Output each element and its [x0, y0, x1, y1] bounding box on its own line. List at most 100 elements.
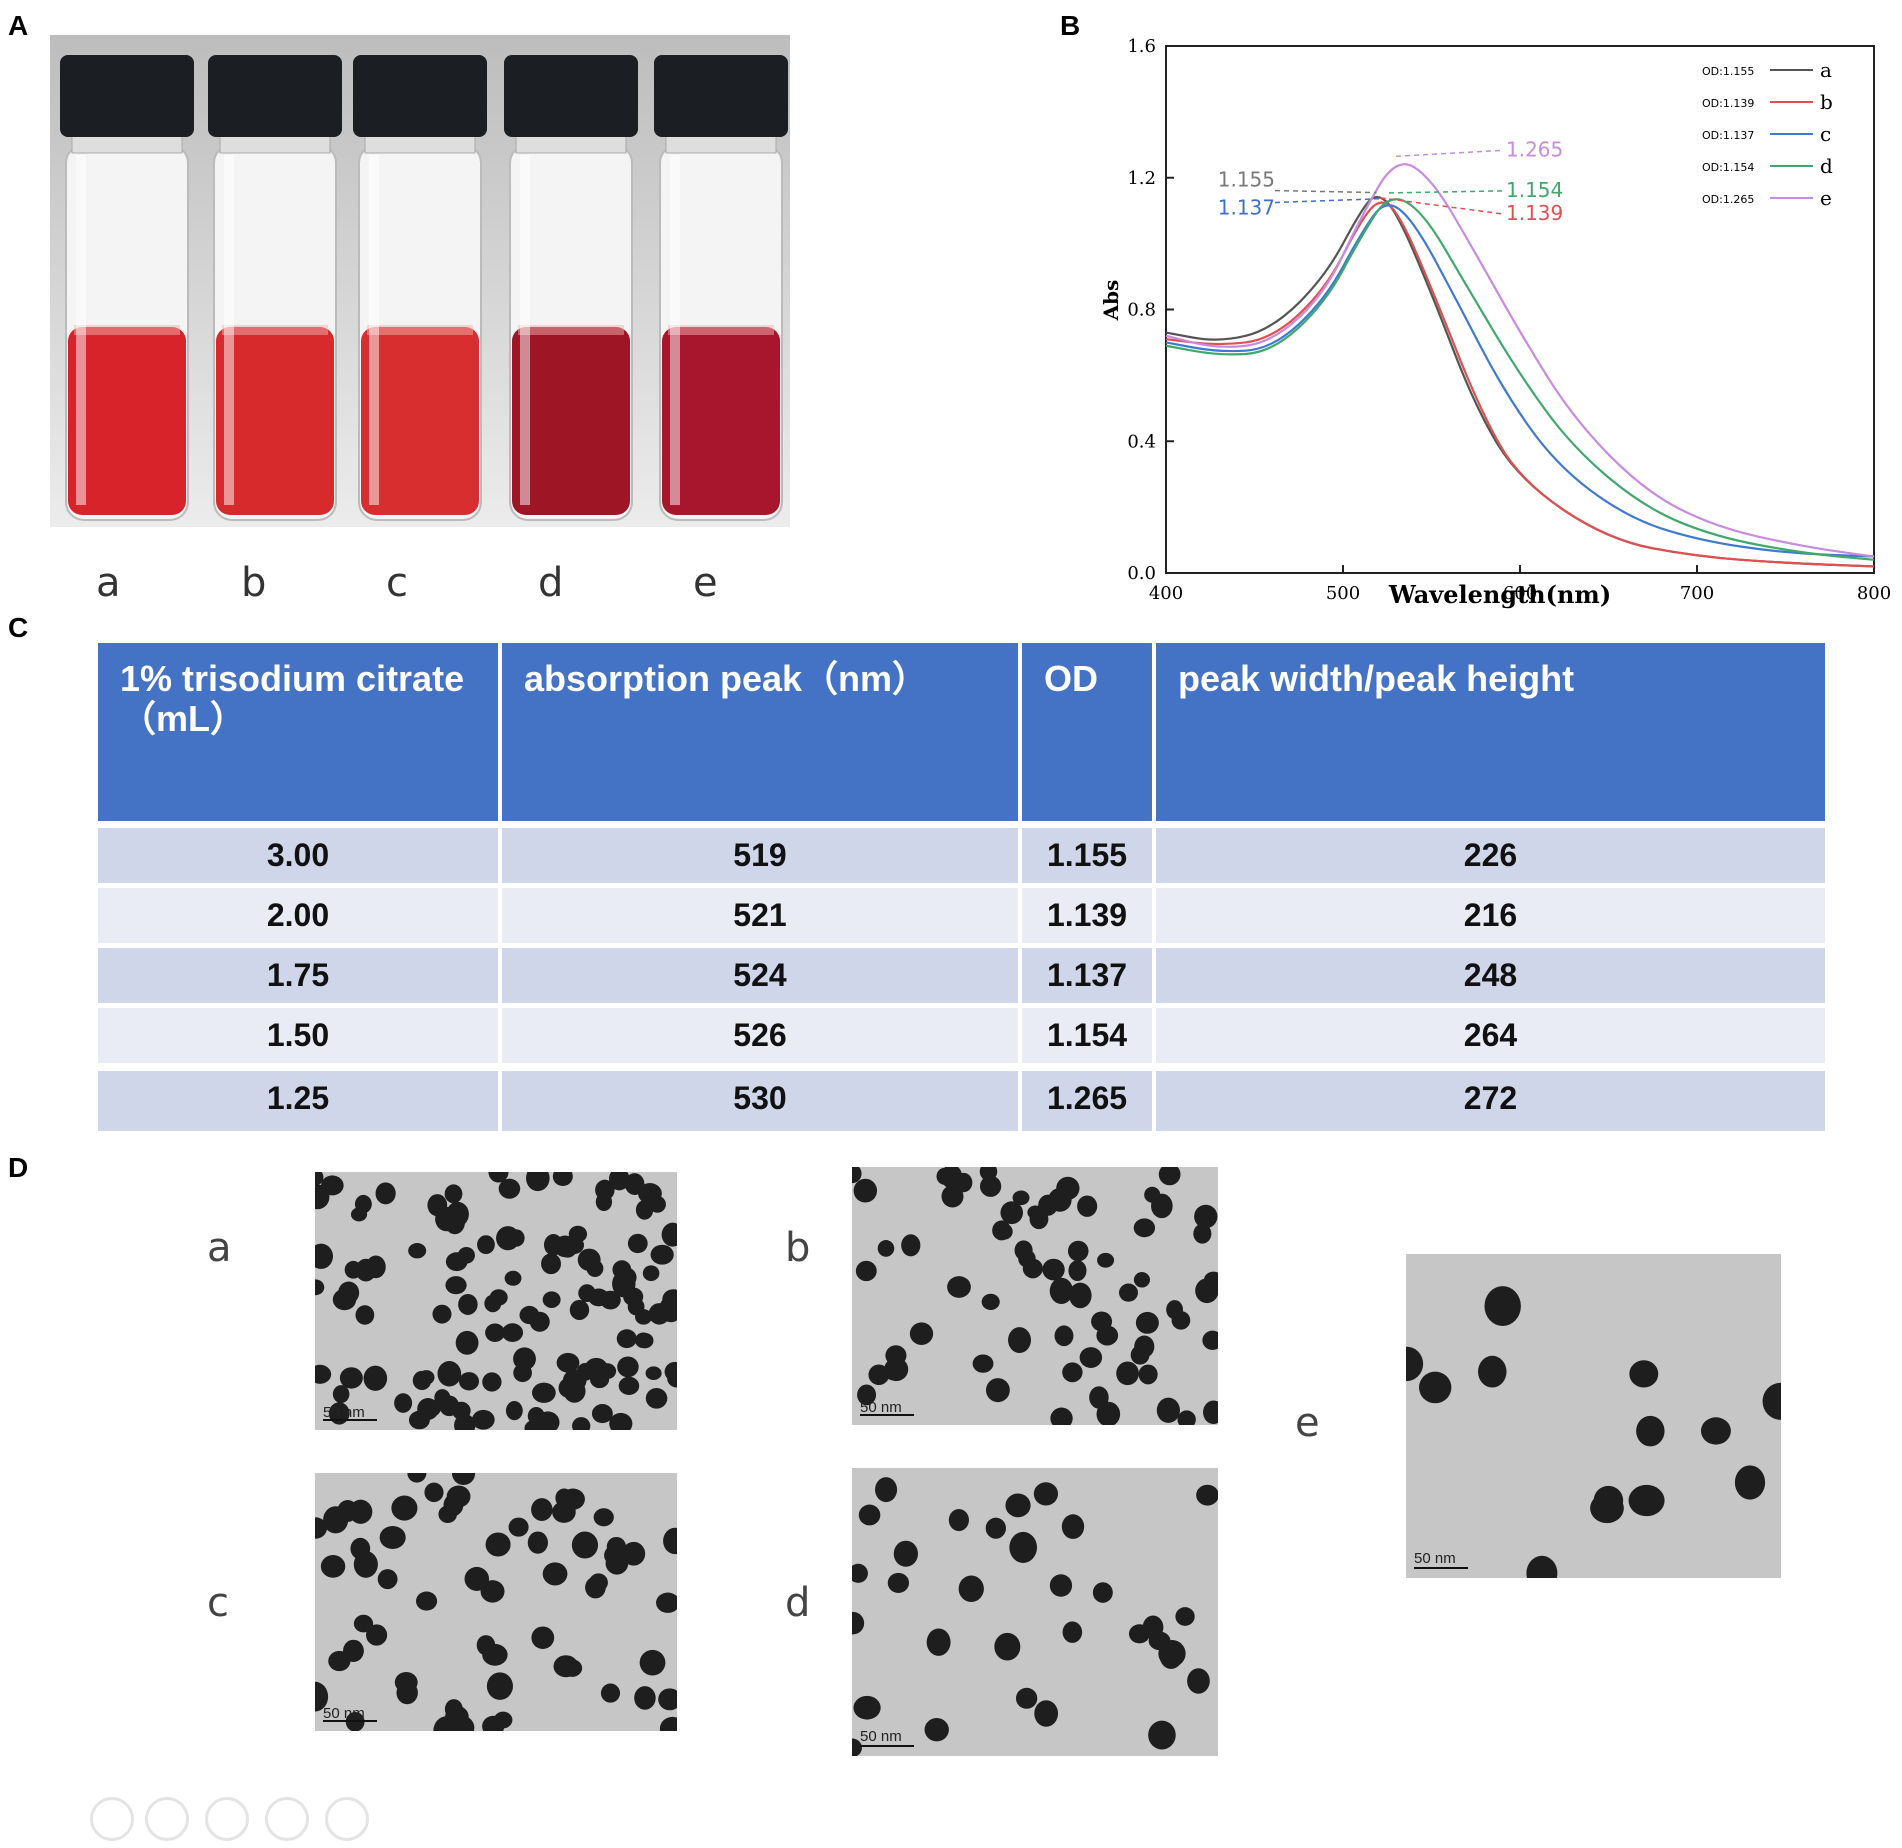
nanoparticle	[379, 1525, 406, 1549]
nanoparticle	[1478, 1355, 1507, 1388]
nanoparticle	[924, 1718, 949, 1742]
nanoparticle	[1005, 1493, 1031, 1518]
table-cell: 1.25	[98, 1071, 498, 1131]
nanoparticle	[543, 1234, 563, 1256]
nanoparticle	[1079, 1347, 1103, 1368]
nanoparticle	[1193, 1223, 1212, 1244]
nanoparticle	[427, 1194, 448, 1217]
table-cell: 521	[502, 888, 1018, 943]
table-cell: 526	[502, 1008, 1018, 1063]
nanoparticle	[852, 1611, 865, 1635]
nanoparticle	[1034, 1700, 1059, 1727]
nanoparticle	[985, 1378, 1010, 1403]
nanoparticle	[600, 1683, 621, 1703]
tem-image-c: 50 nm	[315, 1473, 677, 1731]
scale-bar-label: 50 nm	[860, 1399, 902, 1416]
nanoparticle	[480, 1580, 505, 1603]
nanoparticle	[1734, 1465, 1766, 1500]
annotation-leader	[1389, 190, 1503, 194]
nanoparticle	[623, 1287, 644, 1306]
nanoparticle	[552, 1172, 573, 1187]
x-tick-label: 400	[1149, 583, 1183, 604]
header-absorption-peak: absorption peak（nm）	[502, 643, 1018, 821]
nanoparticle	[1133, 1272, 1151, 1288]
nanoparticle	[1593, 1485, 1624, 1516]
caption-icon[interactable]	[265, 1797, 309, 1841]
nanoparticle	[1097, 1252, 1115, 1268]
panel-label-a: A	[8, 10, 29, 41]
nanoparticle	[526, 1172, 550, 1192]
nanoparticle	[1629, 1360, 1659, 1388]
nanoparticle	[909, 1322, 934, 1345]
x-axis-label: Wavelength(nm)	[1388, 580, 1611, 609]
nanoparticle	[994, 1632, 1021, 1661]
nanoparticle	[365, 1255, 386, 1279]
header-citrate: 1% trisodium citrate （mL）	[98, 643, 498, 821]
table-cell: 1.50	[98, 1008, 498, 1063]
tem-image-a: 50 nm	[315, 1172, 677, 1430]
nanoparticle	[531, 1498, 553, 1522]
nanoparticle	[1022, 1258, 1043, 1279]
nanoparticle	[455, 1330, 479, 1355]
nanoparticle	[1000, 1201, 1024, 1225]
nanoparticle	[1194, 1204, 1218, 1229]
table-cell: 519	[502, 828, 1018, 883]
vial-cap	[504, 55, 638, 137]
nanoparticle	[563, 1379, 586, 1403]
nanoparticle	[355, 1305, 375, 1325]
nanoparticle	[1130, 1345, 1150, 1365]
nanoparticle	[408, 1243, 427, 1259]
nanoparticle	[446, 1485, 471, 1508]
table-cell: 1.139	[1022, 888, 1152, 943]
tem-label-e: e	[1295, 1400, 1320, 1446]
nanoparticle	[868, 1364, 890, 1386]
nanoparticle	[315, 1243, 334, 1269]
vial-label-b: b	[241, 560, 267, 606]
nanoparticle	[486, 1672, 513, 1700]
vial-cap	[353, 55, 487, 137]
nanoparticle	[1050, 1407, 1073, 1425]
nanoparticle	[485, 1323, 505, 1342]
panel-label-c: C	[8, 612, 29, 643]
nanoparticle	[1033, 1482, 1059, 1506]
nanoparticle	[353, 1614, 374, 1633]
nanoparticle	[323, 1506, 349, 1534]
nanoparticle	[363, 1365, 388, 1391]
nanoparticle	[444, 1699, 463, 1720]
gallery-icon[interactable]	[145, 1797, 189, 1841]
nanoparticle	[542, 1291, 561, 1309]
nanoparticle	[350, 1537, 371, 1560]
series-line-b	[1165, 201, 1875, 568]
nanoparticle	[396, 1681, 418, 1705]
nanoparticle	[489, 1289, 508, 1306]
nanoparticle	[1138, 1364, 1158, 1385]
nanoparticle	[424, 1482, 444, 1503]
nanoparticle	[542, 1562, 568, 1586]
nanoparticle	[555, 1488, 573, 1508]
nanoparticle	[926, 1628, 951, 1656]
nanoparticle	[635, 1309, 653, 1325]
table-cell: 1.265	[1022, 1071, 1152, 1131]
x-tick-label: 500	[1326, 583, 1360, 604]
nanoparticle	[315, 1279, 325, 1296]
nanoparticle	[1119, 1283, 1138, 1302]
table-cell: 1.154	[1022, 1008, 1152, 1063]
nanoparticle	[1027, 1205, 1044, 1220]
share-icon[interactable]	[90, 1797, 134, 1841]
scale-bar-label: 50 nm	[1414, 1550, 1456, 1567]
nanoparticle	[366, 1624, 388, 1646]
nanoparticle	[857, 1384, 877, 1406]
legend-entry: OD:1.265	[1702, 193, 1754, 206]
nanoparticle	[875, 1477, 898, 1503]
table-cell: 530	[502, 1071, 1018, 1131]
nanoparticle	[1202, 1330, 1218, 1350]
annotation-label: 1.139	[1506, 201, 1563, 225]
legend-letter: a	[1820, 58, 1832, 82]
more-icon[interactable]	[325, 1797, 369, 1841]
zoom-icon[interactable]	[205, 1797, 249, 1841]
vial-b	[208, 55, 342, 521]
nanoparticle	[508, 1229, 525, 1247]
table-cell: 226	[1156, 828, 1825, 883]
nanoparticle	[1196, 1484, 1218, 1506]
nanoparticle	[407, 1473, 427, 1483]
